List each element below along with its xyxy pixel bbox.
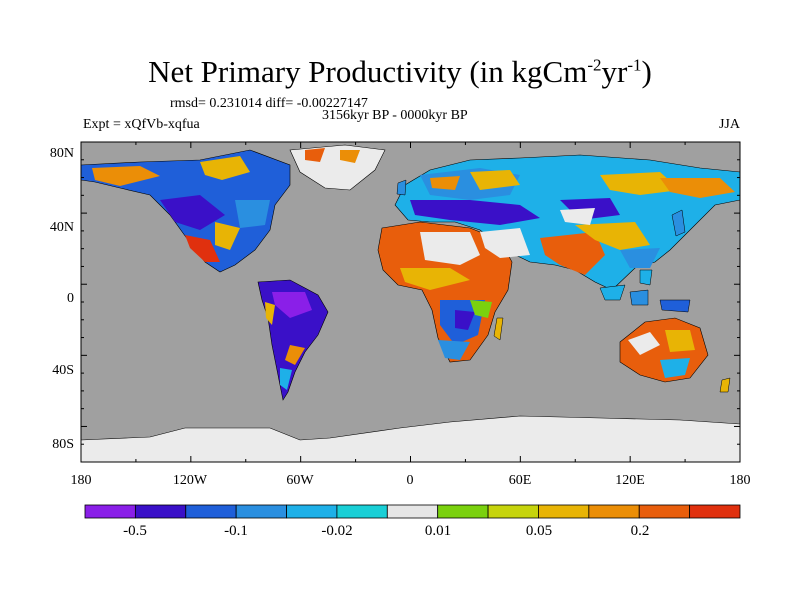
antarctica-region xyxy=(81,415,740,462)
x-tick-label: 180 xyxy=(730,473,751,488)
colorbar-swatch xyxy=(638,504,691,519)
colorbar-label: 0.2 xyxy=(631,523,650,539)
colorbar xyxy=(84,504,741,519)
x-tick-label: 180 xyxy=(71,473,92,488)
y-tick-marks xyxy=(81,141,740,463)
colorbar-swatch xyxy=(386,504,439,519)
x-tick-label: 120E xyxy=(615,473,645,488)
experiment-label: Expt = xQfVb-xqfua xyxy=(83,117,200,132)
colorbar-swatch xyxy=(185,504,237,519)
colorbar-swatch xyxy=(689,504,741,519)
colorbar-label: 0.05 xyxy=(526,523,552,539)
colorbar-swatch xyxy=(588,504,640,519)
y-tick-label: 40S xyxy=(52,363,74,378)
colorbar-swatch xyxy=(538,504,590,519)
y-tick-label: 80S xyxy=(52,437,74,452)
map-land-layer xyxy=(81,144,740,462)
x-tick-marks xyxy=(80,142,741,462)
x-tick-label: 0 xyxy=(407,473,414,488)
title-unit: yr xyxy=(601,54,628,89)
map-title: Net Primary Productivity (in kgCm-2yr-1) xyxy=(0,54,800,90)
colorbar-swatch xyxy=(487,504,539,519)
colorbar-label: -0.1 xyxy=(224,523,248,539)
title-exponent-1: -2 xyxy=(587,55,602,75)
y-tick-label: 80N xyxy=(50,146,74,161)
colorbar-label: 0.01 xyxy=(425,523,451,539)
colorbar-label: -0.5 xyxy=(123,523,147,539)
period-text: 3156kyr BP - 0000kyr BP xyxy=(322,108,468,123)
title-end: ) xyxy=(641,54,652,89)
y-tick-label: 0 xyxy=(67,291,74,306)
colorbar-swatch xyxy=(286,504,338,519)
x-tick-label: 60E xyxy=(509,473,532,488)
y-tick-label: 40N xyxy=(50,220,74,235)
title-main: Net Primary Productivity (in kgCm xyxy=(148,54,588,89)
colorbar-swatch xyxy=(134,504,187,519)
colorbar-swatch xyxy=(235,504,287,519)
colorbar-swatch xyxy=(336,504,388,519)
stats-text: rmsd= 0.231014 diff= -0.00227147 xyxy=(170,96,368,111)
x-tick-label: 120W xyxy=(173,473,208,488)
colorbar-label: -0.02 xyxy=(321,523,352,539)
title-exponent-2: -1 xyxy=(627,55,642,75)
colorbar-swatch xyxy=(437,504,489,519)
colorbar-swatch xyxy=(84,504,136,519)
season-label: JJA xyxy=(718,117,740,132)
x-tick-label: 60W xyxy=(286,473,314,488)
